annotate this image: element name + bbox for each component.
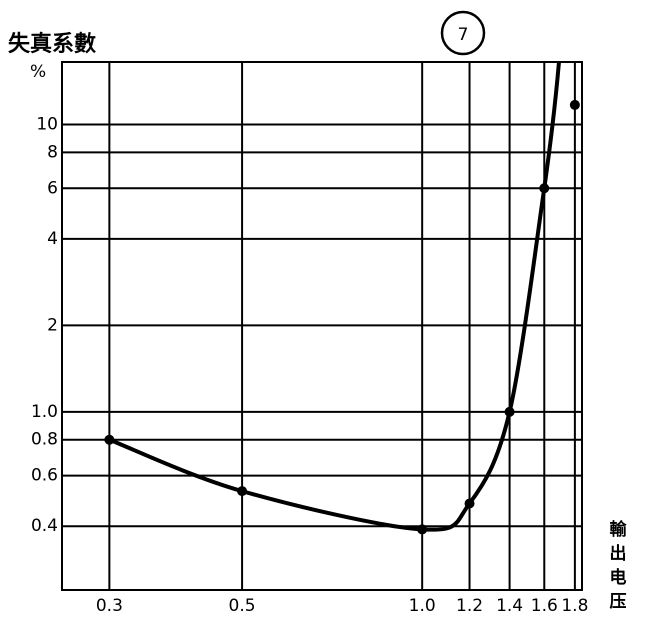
x-tick-label: 1.8 <box>561 596 588 616</box>
y-tick-label: 10 <box>36 115 58 135</box>
x-tick-label: 1.4 <box>496 596 523 616</box>
y-tick-label: 0.8 <box>31 430 58 450</box>
data-point <box>417 524 428 535</box>
figure-number: 7 <box>458 25 469 45</box>
y-tick-label: 6 <box>47 178 58 198</box>
y-tick-label: 2 <box>47 315 58 335</box>
x-tick-label: 0.5 <box>229 596 256 616</box>
data-point <box>569 99 580 110</box>
y-tick-label: 0.4 <box>31 516 58 536</box>
y-unit: % <box>30 62 46 82</box>
y-tick-label: 0.6 <box>31 466 58 486</box>
y-tick-label: 8 <box>47 142 58 162</box>
data-point <box>104 434 115 445</box>
data-point <box>539 183 550 194</box>
x-tick-label: 1.6 <box>531 596 558 616</box>
x-axis-label: 輸出电压 <box>610 519 628 612</box>
y-tick-label: 4 <box>47 229 58 249</box>
x-axis-label-group: 輸出电压 <box>610 519 628 612</box>
fit-curve <box>108 61 561 532</box>
data-point <box>504 406 515 417</box>
x-tick-label: 0.3 <box>96 596 123 616</box>
x-tick-label: 1.0 <box>409 596 436 616</box>
chart-title: 失真系數 <box>8 31 96 57</box>
data-point <box>237 486 248 497</box>
figure-circle <box>440 10 486 56</box>
x-tick-label: 1.2 <box>456 596 483 616</box>
data-point <box>464 498 475 509</box>
y-tick-label: 1.0 <box>31 402 58 422</box>
